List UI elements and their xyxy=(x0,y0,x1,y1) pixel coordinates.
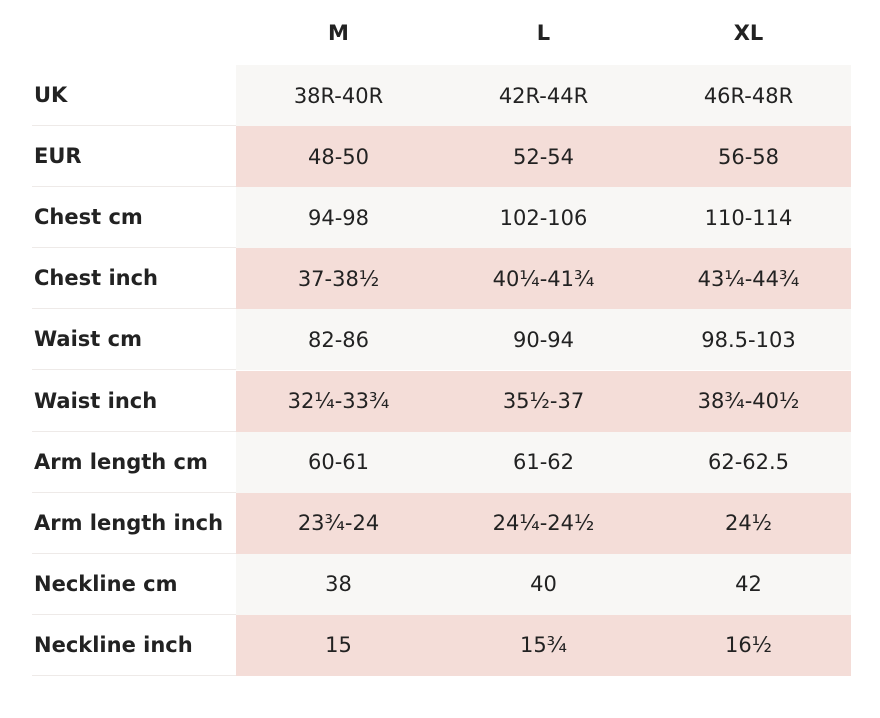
size-value: 62-62.5 xyxy=(646,431,851,493)
size-value: 42 xyxy=(646,553,851,615)
size-value: 42R-44R xyxy=(441,65,646,127)
size-value: 15 xyxy=(236,614,441,676)
size-value: 82-86 xyxy=(236,309,441,371)
size-value: 48-50 xyxy=(236,126,441,188)
size-value: 35½-37 xyxy=(441,370,646,432)
size-value: 52-54 xyxy=(441,126,646,188)
size-value: 24½ xyxy=(646,492,851,554)
size-value: 56-58 xyxy=(646,126,851,188)
size-value: 40 xyxy=(441,553,646,615)
size-value: 110-114 xyxy=(646,187,851,249)
size-value: 98.5-103 xyxy=(646,309,851,371)
size-value: 43¼-44¾ xyxy=(646,248,851,310)
row-label: EUR xyxy=(32,126,236,188)
row-label: Chest inch xyxy=(32,248,236,310)
column-header: XL xyxy=(733,20,764,45)
row-label: Arm length inch xyxy=(32,493,236,554)
size-value: 23¾-24 xyxy=(236,492,441,554)
size-value: 60-61 xyxy=(236,431,441,493)
row-label: UK xyxy=(32,65,236,127)
row-label: Neckline inch xyxy=(32,615,236,676)
size-value: 16½ xyxy=(646,614,851,676)
size-value: 38R-40R xyxy=(236,65,441,127)
size-value: 102-106 xyxy=(441,187,646,249)
size-value: 38¾-40½ xyxy=(646,370,851,432)
column-header: L xyxy=(536,20,551,45)
row-label: Neckline cm xyxy=(32,554,236,615)
row-label: Chest cm xyxy=(32,187,236,249)
size-value: 94-98 xyxy=(236,187,441,249)
size-value: 46R-48R xyxy=(646,65,851,127)
size-value: 40¼-41¾ xyxy=(441,248,646,310)
size-value: 37-38½ xyxy=(236,248,441,310)
row-label: Waist cm xyxy=(32,309,236,371)
row-label: Waist inch xyxy=(32,371,236,432)
column-header: M xyxy=(328,20,349,45)
row-label: Arm length cm xyxy=(32,432,236,493)
size-value: 90-94 xyxy=(441,309,646,371)
size-value: 38 xyxy=(236,553,441,615)
size-value: 24¼-24½ xyxy=(441,492,646,554)
size-value: 15¾ xyxy=(441,614,646,676)
size-value: 32¼-33¾ xyxy=(236,370,441,432)
size-value: 61-62 xyxy=(441,431,646,493)
